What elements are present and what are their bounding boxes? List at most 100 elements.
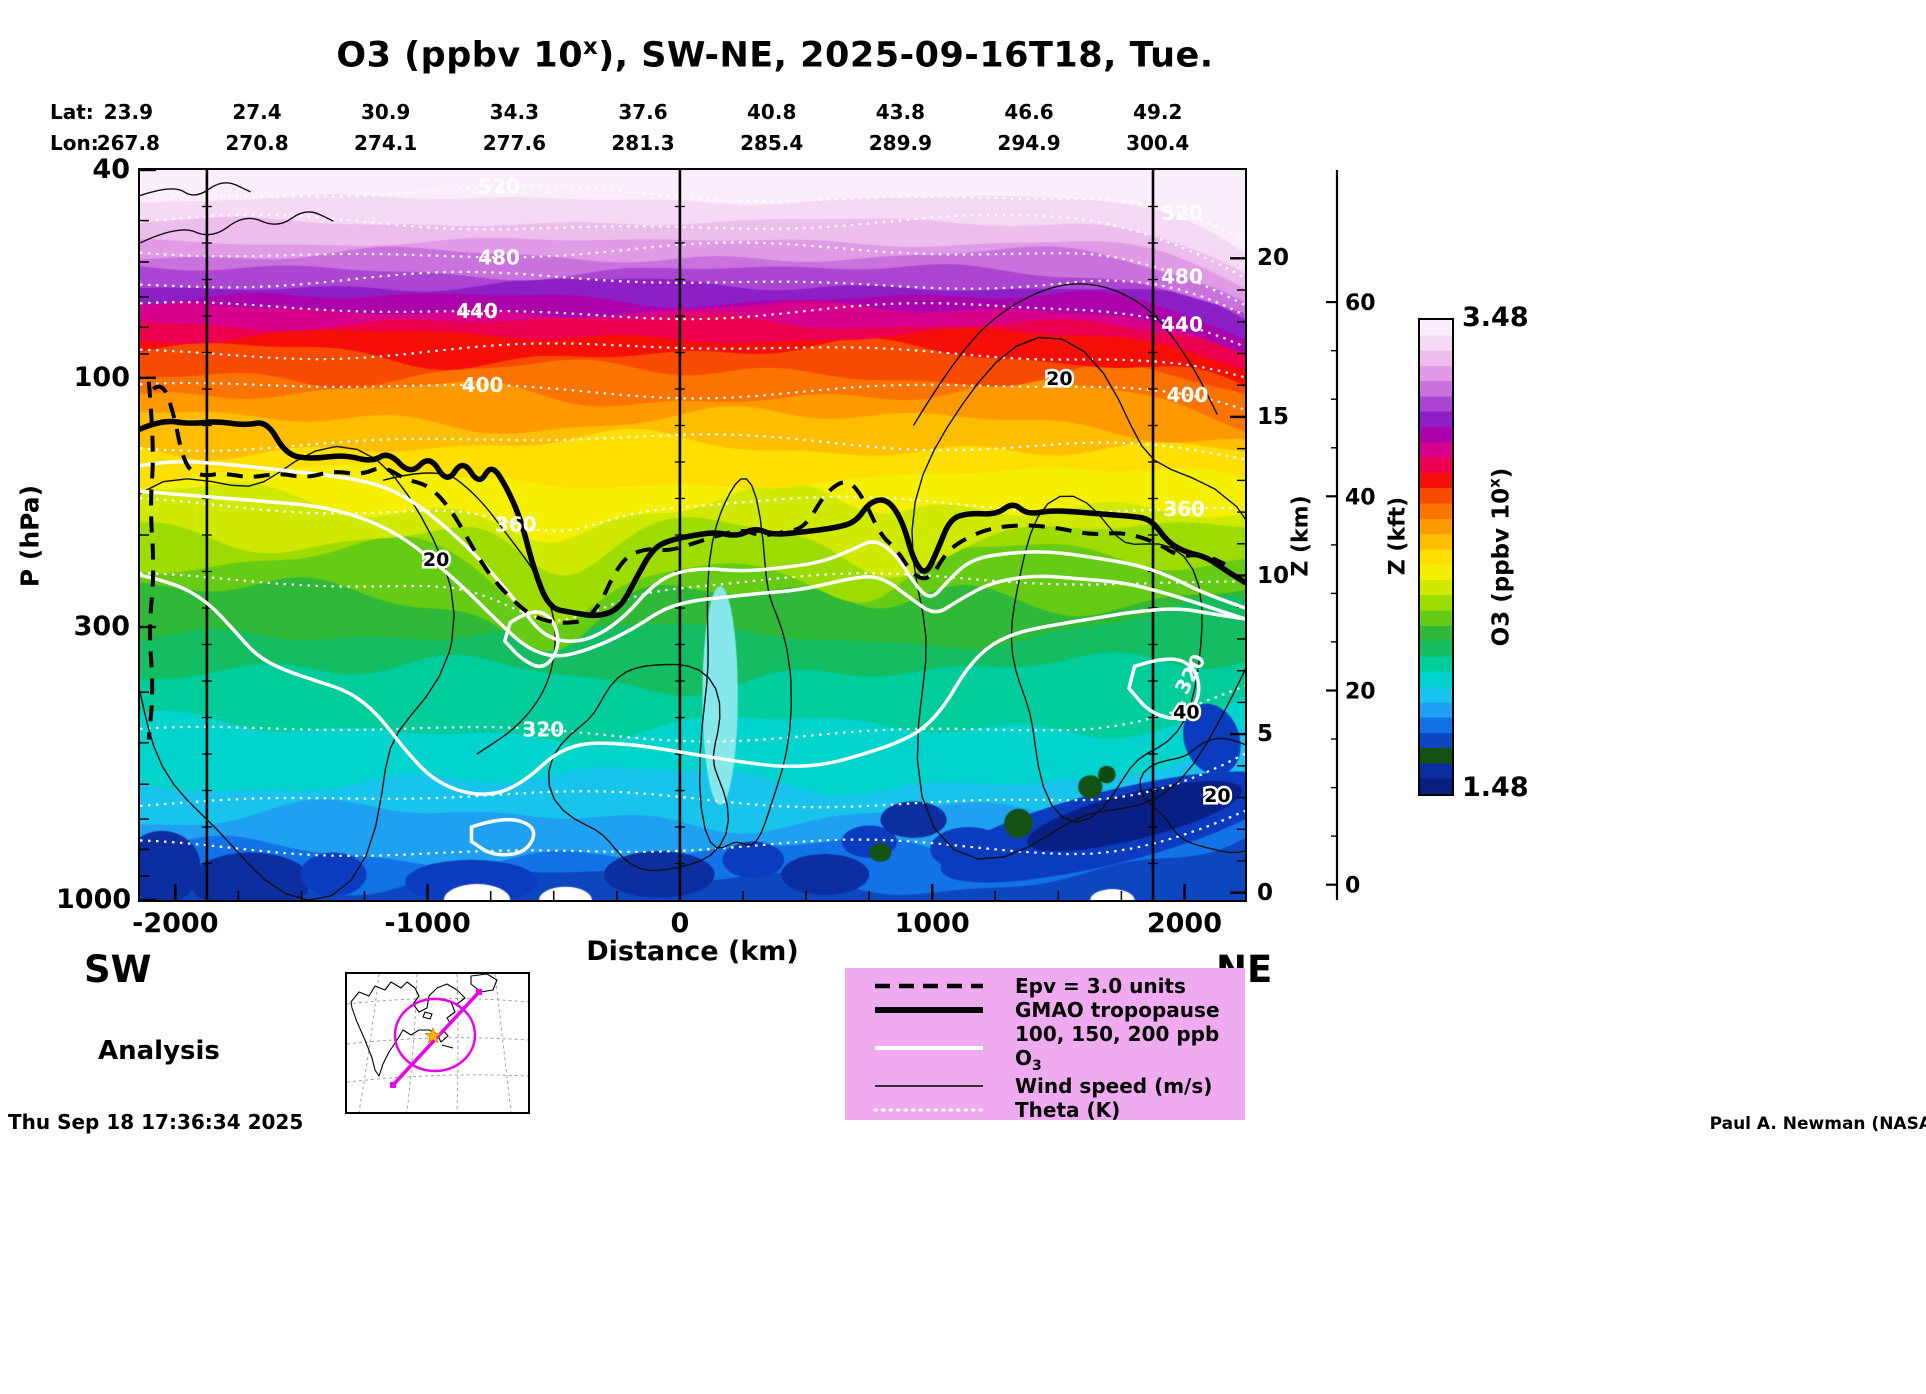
wind-speed-contour (140, 182, 251, 197)
colorbar-axis-label: O3 (ppbv 10x) (1486, 468, 1515, 647)
lat-value: 43.8 (875, 100, 926, 124)
theta-contour (140, 495, 1245, 533)
distance-tick-label: -1000 (384, 908, 471, 939)
dashed-black-line-sample (875, 983, 983, 989)
credit: Paul A. Newman (NASA (1709, 1114, 1926, 1134)
legend-item-label: Theta (K) (1015, 1098, 1121, 1122)
distance-tick-label: 0 (670, 908, 690, 939)
gmao-tropopause-line (140, 418, 1245, 619)
lat-value: 30.9 (361, 100, 411, 124)
theta-contour (140, 184, 1245, 242)
ozone-contour (140, 459, 1245, 643)
wind-speed-contour (548, 663, 730, 872)
theta-contour (140, 809, 1245, 858)
lat-value: 27.4 (232, 100, 282, 124)
legend-item-label: 100, 150, 200 ppb O3 (1015, 1022, 1220, 1074)
sw-endpoint-label: SW (84, 948, 152, 991)
lon-value: 285.4 (740, 131, 804, 155)
altitude-kft-tick-label: 60 (1345, 291, 1376, 316)
theta-contour-label: 320 (522, 717, 564, 741)
epv-contour (152, 384, 1226, 625)
wind-speed-contour (1139, 737, 1245, 854)
pressure-tick-label: 300 (73, 610, 130, 642)
lon-axis-caption: Lon: (50, 131, 99, 155)
distance-axis-label: Distance (km) (586, 936, 799, 967)
theta-contour (140, 300, 1245, 348)
altitude-km-tick-label: 20 (1257, 245, 1290, 272)
lon-values-row: 267.8 270.8 274.1 277.6 281.3 285.4 289.9 294.9… (64, 131, 1222, 155)
wind-speed-contour (140, 445, 455, 900)
map-coastline (350, 973, 498, 1077)
theta-contour-label: 360 (495, 512, 537, 536)
theta-contour (140, 433, 1245, 461)
ozone-contour (1127, 657, 1201, 721)
wind-speed-contour-label: 20 (423, 549, 449, 571)
legend-item: Epv = 3.0 units (845, 974, 1245, 998)
plot-area: 520 520 480 480 440 440 400 400 360 360 320 320 20 40… (138, 168, 1247, 902)
altitude-km-axis-label-text: Z (km) (1288, 495, 1314, 577)
legend-item-label: GMAO tropopause (1015, 998, 1220, 1022)
altitude-km-tick-label: 0 (1257, 879, 1274, 906)
theta-contour-label: 440 (456, 299, 498, 323)
colorbar-label-text-post: ) (1488, 467, 1515, 479)
wind-speed-contour-label: 20 (1046, 368, 1072, 390)
ozone-contour (140, 489, 1245, 658)
lon-value: 270.8 (225, 131, 289, 155)
figure-title: O3 (ppbv 10x), SW-NE, 2025-09-16T18, Tue… (140, 34, 1410, 76)
theta-contour (140, 213, 1245, 279)
theta-contour-label: 440 (1161, 313, 1203, 337)
colorbar (1418, 318, 1454, 796)
theta-contour-label: 400 (462, 373, 504, 397)
colorbar-min-label: 1.48 (1462, 772, 1529, 803)
wind-speed-contour (911, 336, 1245, 860)
thick-black-line-sample (875, 1007, 983, 1013)
lat-axis-caption: Lat: (50, 100, 94, 124)
white-dotted-line-sample (873, 1108, 985, 1112)
map-inset (345, 972, 530, 1114)
altitude-kft-axis-label: Z (kft) (1386, 497, 1411, 575)
ne-endpoint-marker (476, 989, 482, 995)
wind-speed-contour (140, 211, 334, 244)
wind-speed-contour-label: 40 (1173, 702, 1199, 724)
altitude-kft-tick-label: 40 (1345, 485, 1376, 510)
lat-value: 37.6 (618, 100, 668, 124)
altitude-kft-tick-label: 0 (1345, 874, 1360, 899)
distance-tick-label: 1000 (894, 908, 970, 939)
altitude-km-tick-label: 10 (1257, 562, 1290, 589)
legend-item-label: Wind speed (m/s) (1015, 1074, 1213, 1098)
altitude-kft-tick-label: 20 (1345, 680, 1376, 705)
lat-value: 23.9 (103, 100, 154, 124)
title-text-post: ), SW-NE, 2025-09-16T18, Tue. (598, 35, 1214, 76)
pressure-tick-label: 1000 (56, 884, 132, 915)
thin-black-line-sample (875, 1085, 983, 1087)
lon-value: 289.9 (868, 131, 932, 155)
theta-contour-label: 520 (1161, 201, 1203, 225)
theta-contour (140, 342, 1245, 379)
pressure-axis-label-text: P (hPa) (15, 484, 45, 588)
map-inset-frame (345, 972, 530, 1114)
analysis-label: Analysis (98, 1036, 220, 1066)
legend-item: GMAO tropopause (845, 998, 1245, 1022)
sw-endpoint-marker (390, 1082, 396, 1088)
lat-value: 49.2 (1133, 100, 1183, 124)
wind-speed-contour (912, 283, 1219, 426)
colorbar-max-label: 3.48 (1462, 302, 1529, 333)
legend-item: Theta (K) (845, 1098, 1245, 1122)
theta-contour-label: 480 (478, 245, 520, 269)
contour-overlay: 520 520 480 480 440 440 400 400 360 360 320 320 20 40… (140, 170, 1245, 900)
altitude-km-tick-label: 5 (1257, 721, 1274, 748)
theta-contour-label: 480 (1161, 264, 1203, 288)
distance-tick-label: 2000 (1146, 908, 1223, 939)
contour-legend: Epv = 3.0 units GMAO tropopause 100, 150, … (845, 968, 1245, 1122)
pressure-tick-label: 100 (73, 361, 130, 393)
lat-value: 34.3 (489, 100, 540, 124)
lon-value: 294.9 (997, 131, 1061, 155)
lon-value: 281.3 (611, 131, 675, 155)
pressure-tick-label: 40 (92, 154, 130, 185)
theta-contour-label: 400 (1167, 383, 1209, 407)
theta-contour-label: 520 (478, 174, 520, 198)
wind-speed-contour (1010, 495, 1203, 823)
theta-contour (140, 270, 1245, 317)
pressure-axis-label: P (hPa) (16, 485, 45, 587)
